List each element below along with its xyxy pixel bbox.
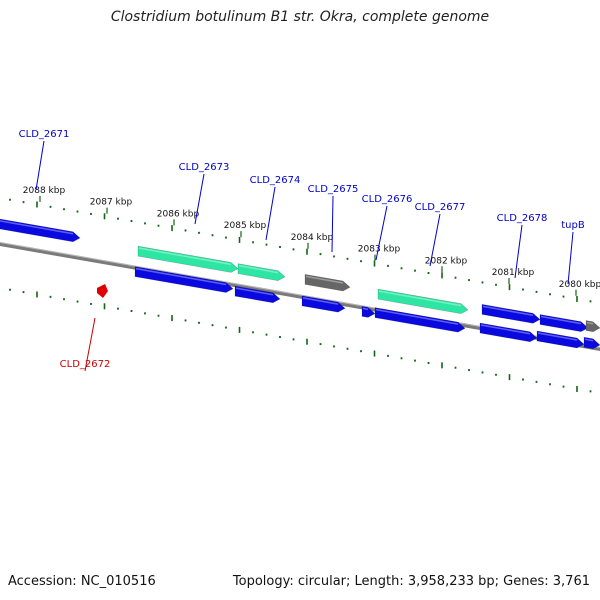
label-leader: [35, 140, 45, 191]
gene-arrow-sheen: [235, 287, 274, 296]
scale-label: 2080 kbp: [559, 280, 600, 290]
gene-label-cld_2674: CLD_2674: [250, 175, 301, 186]
gene-arrow-sheen: [584, 338, 594, 342]
gene-cld_2677-sheen: [378, 290, 462, 307]
label-leader: [84, 317, 96, 372]
inner-scale-ring: [9, 288, 592, 393]
gene-arrow-sheen: [480, 324, 531, 335]
scale-label: 2082 kbp: [425, 256, 468, 266]
scale-label: 2088 kbp: [23, 186, 66, 196]
gene-cld_2674: [237, 263, 286, 281]
gene-arrow-sheen: [135, 267, 227, 286]
gene-cld_2675: [304, 274, 351, 292]
gene-arrow: [234, 285, 281, 304]
gene-cld_2673-sheen: [138, 247, 232, 266]
gene-arrow: [134, 266, 234, 293]
label-leader: [514, 224, 523, 279]
topology-label: Topology: circular; Length: 3,958,233 bp…: [232, 574, 590, 589]
gene-arrow: [374, 307, 466, 333]
scale-label: 2081 kbp: [492, 268, 535, 278]
accession-label: Accession: NC_010516: [8, 574, 156, 589]
gene-cld_2674-sheen: [238, 264, 279, 274]
gene-arrow: [0, 218, 81, 243]
gene-cld_2676-sheen: [362, 307, 369, 311]
gene-cld_2677: [377, 288, 469, 314]
gene-arrow-sheen: [586, 321, 594, 325]
gene-label-cld_2675: CLD_2675: [308, 184, 359, 195]
gene-arrow-sheen: [0, 220, 74, 235]
scale-label: 2086 kbp: [157, 209, 200, 219]
gene-cld_2678-sheen: [482, 305, 534, 317]
label-leader: [567, 231, 574, 285]
scale-label: 2083 kbp: [358, 245, 401, 255]
gene-arrow: [536, 330, 585, 349]
scale-label: 2084 kbp: [291, 233, 334, 243]
gene-label-cld_2676: CLD_2676: [362, 194, 413, 205]
gene-cld_2675-sheen: [305, 275, 344, 284]
gene-arrow-sheen: [537, 332, 578, 341]
gene-cld_2676: [361, 305, 376, 318]
gene-tupb-sheen: [540, 315, 582, 325]
gene-label-cld_2672: CLD_2672: [60, 359, 111, 370]
gene-arrow: [583, 336, 600, 350]
gene-arrow: [479, 322, 538, 343]
gene-arrow: [585, 320, 600, 333]
gene-cld_2673: [137, 245, 239, 273]
map-title: Clostridium botulinum B1 str. Okra, comp…: [110, 9, 490, 25]
gene-arrow-sheen: [302, 297, 339, 305]
gene-label-cld_2678: CLD_2678: [497, 213, 548, 224]
label-leader: [429, 213, 441, 267]
gene-tupb: [539, 314, 589, 332]
gene-label-tupb: tupB: [561, 220, 585, 231]
scale-label: 2087 kbp: [90, 198, 133, 208]
gene-arrow: [301, 295, 346, 313]
gene-cld_2672: [97, 283, 108, 298]
gene-label-cld_2673: CLD_2673: [179, 162, 230, 173]
gene-arrow-sheen: [375, 308, 459, 325]
label-leader: [331, 195, 334, 253]
label-leader: [375, 205, 388, 261]
scale-label: 2085 kbp: [224, 221, 267, 231]
gene-label-cld_2671: CLD_2671: [19, 129, 70, 140]
gene-label-cld_2677: CLD_2677: [415, 202, 466, 213]
gene-cld_2678: [481, 303, 541, 324]
outer-scale-ring: [9, 198, 592, 303]
label-leader: [194, 173, 205, 225]
label-leader: [265, 186, 276, 241]
